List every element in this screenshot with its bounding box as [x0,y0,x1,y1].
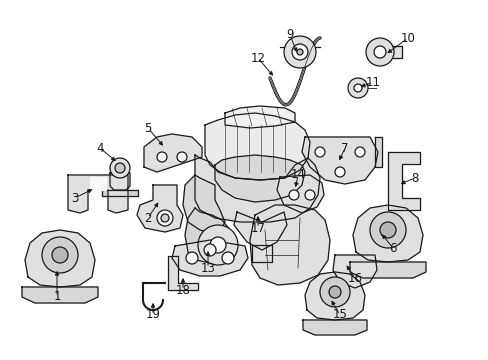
Circle shape [379,222,395,238]
Circle shape [328,286,340,298]
Circle shape [365,38,393,66]
Circle shape [291,44,307,60]
Polygon shape [302,137,377,184]
Text: 5: 5 [144,122,151,135]
Polygon shape [276,175,324,213]
Polygon shape [303,320,366,335]
Polygon shape [110,173,130,190]
Circle shape [353,84,361,92]
Circle shape [177,152,186,162]
Circle shape [296,49,303,55]
Polygon shape [389,46,401,58]
Circle shape [209,237,225,253]
Polygon shape [183,175,224,235]
Circle shape [319,277,349,307]
Text: 19: 19 [145,309,160,321]
Circle shape [369,212,405,248]
Text: 15: 15 [332,309,347,321]
Text: 6: 6 [388,242,396,255]
Circle shape [157,210,173,226]
Text: 11: 11 [365,76,380,89]
Circle shape [222,252,234,264]
Text: 1: 1 [53,291,61,303]
Circle shape [110,158,130,178]
Polygon shape [195,155,319,222]
Polygon shape [387,152,419,210]
Text: 8: 8 [410,171,418,184]
Polygon shape [22,287,98,303]
Polygon shape [168,256,198,290]
Circle shape [334,167,345,177]
Text: 9: 9 [285,28,293,41]
Text: 7: 7 [341,141,348,154]
Polygon shape [184,208,231,263]
Polygon shape [102,190,138,196]
Polygon shape [332,255,376,288]
Text: 2: 2 [144,211,151,225]
Circle shape [115,163,125,173]
Polygon shape [90,177,106,190]
Polygon shape [137,185,183,232]
Circle shape [161,214,169,222]
Text: 13: 13 [200,261,215,274]
Polygon shape [68,175,128,213]
Polygon shape [349,262,425,278]
Circle shape [314,147,325,157]
Polygon shape [172,240,247,276]
Text: 17: 17 [250,221,265,234]
Polygon shape [374,137,381,167]
Polygon shape [215,155,305,202]
Circle shape [373,46,385,58]
Polygon shape [352,205,422,262]
Circle shape [42,237,78,273]
Text: 3: 3 [71,192,79,204]
Circle shape [52,247,68,263]
Circle shape [288,190,298,200]
Polygon shape [25,230,95,287]
Polygon shape [251,245,271,262]
Circle shape [354,147,364,157]
Text: 10: 10 [400,31,415,45]
Text: 4: 4 [96,141,103,154]
Polygon shape [143,134,202,172]
Circle shape [198,225,238,265]
Text: 16: 16 [347,271,362,284]
Polygon shape [305,272,364,320]
Text: 18: 18 [175,284,190,297]
Circle shape [157,152,167,162]
Circle shape [305,190,314,200]
Circle shape [185,252,198,264]
Circle shape [347,78,367,98]
Polygon shape [249,205,329,285]
Text: 14: 14 [290,168,305,181]
Polygon shape [224,106,294,128]
Circle shape [203,244,216,256]
Polygon shape [204,113,309,180]
Polygon shape [234,212,286,250]
Text: 12: 12 [250,51,265,64]
Circle shape [284,36,315,68]
